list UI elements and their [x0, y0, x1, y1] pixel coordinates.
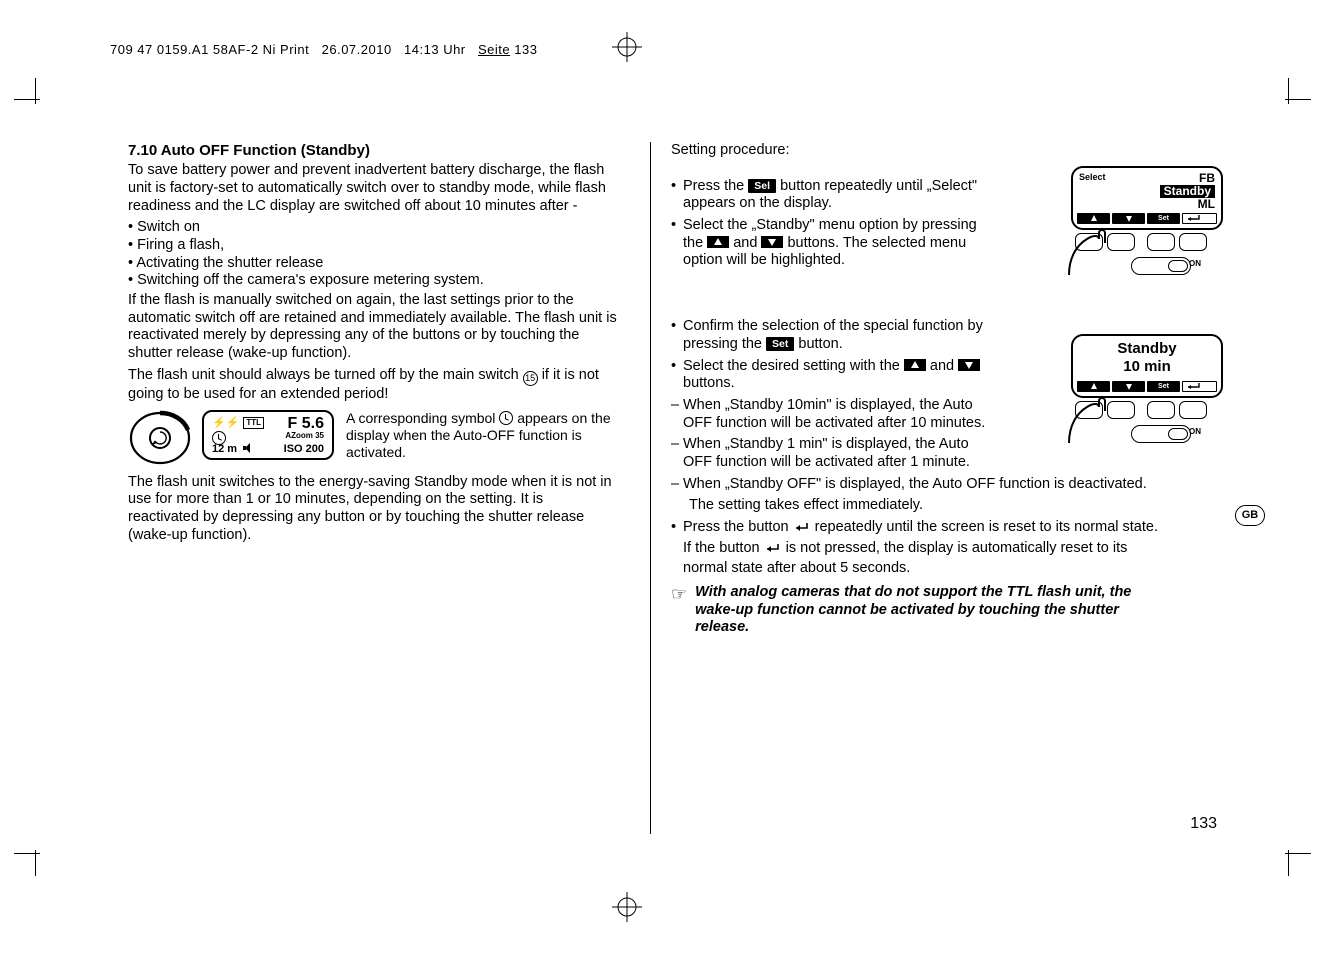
power-switch	[1131, 257, 1191, 275]
procedure-list: Press the button repeatedly until the sc…	[671, 519, 1161, 578]
list-item: Press the Sel button repeatedly until „S…	[671, 178, 995, 213]
job-date: 26.07.2010	[322, 42, 392, 57]
list-item: When „Standby 10min" is displayed, the A…	[671, 397, 995, 432]
manual-page: 709 47 0159.A1 58AF-2 Ni Print 26.07.201…	[0, 0, 1325, 954]
set-key-icon	[1147, 381, 1180, 392]
return-key-icon	[764, 542, 782, 561]
column-divider	[650, 142, 651, 834]
up-key-icon	[1077, 381, 1110, 392]
return-key-icon	[793, 521, 811, 540]
down-key-icon	[761, 236, 783, 248]
registration-mark	[612, 32, 642, 62]
finger-icon	[1063, 395, 1125, 445]
note-callout: ☞ With analog cameras that do not suppor…	[671, 584, 1161, 637]
device-screen-standby: Standby 10 min ON	[1071, 334, 1223, 456]
crop-mark	[14, 78, 58, 122]
procedure-list: Confirm the selection of the special fun…	[671, 318, 995, 472]
standby-line2: 10 min	[1079, 358, 1215, 376]
list-item: • Activating the shutter release	[128, 255, 618, 273]
screen-buttons	[1077, 381, 1217, 392]
lcd-screen: ⚡⚡ TTL F 5.6 AZoom 35 12 m ISO 200	[202, 410, 334, 460]
sel-key-icon: Sel	[748, 179, 776, 193]
physical-buttons: ON	[1071, 401, 1223, 451]
down-key-icon	[1112, 213, 1145, 224]
hand-point-icon: ☞	[671, 584, 687, 637]
up-key-icon	[1077, 213, 1110, 224]
circled-number-icon: 15	[523, 371, 538, 386]
iso-value: ISO 200	[284, 443, 324, 456]
list-item: Select the desired setting with the and …	[671, 358, 995, 393]
crop-mark	[1267, 78, 1311, 122]
down-key-icon	[958, 359, 980, 371]
clock-icon	[212, 431, 226, 445]
left-column: 7.10 Auto OFF Function (Standby) To save…	[128, 142, 618, 834]
distance-value: 12 m	[212, 443, 237, 455]
set-key-icon: Set	[766, 337, 794, 351]
imposition-header: 709 47 0159.A1 58AF-2 Ni Print 26.07.201…	[110, 42, 537, 58]
finger-icon	[1063, 227, 1125, 277]
standby-line1: Standby	[1079, 340, 1215, 358]
speaker-icon	[243, 443, 253, 453]
list-item: • Switching off the camera's exposure me…	[128, 272, 618, 290]
mainswitch-paragraph: The flash unit should always be turned o…	[128, 367, 618, 404]
up-key-icon	[904, 359, 926, 371]
device-screen-select: Select FB Standby ML ON	[1071, 166, 1223, 288]
return-key-icon	[1182, 213, 1217, 224]
up-key-icon	[707, 236, 729, 248]
standby-paragraph: The flash unit switches to the energy-sa…	[128, 474, 618, 545]
registration-mark	[612, 892, 642, 922]
list-item: When „Standby OFF" is displayed, the Aut…	[671, 476, 1161, 494]
flash-bolt-icon: ⚡⚡	[212, 417, 239, 430]
physical-buttons: ON	[1071, 233, 1223, 283]
language-badge: GB	[1235, 505, 1265, 526]
clock-icon	[499, 411, 513, 425]
ttl-badge: TTL	[243, 417, 264, 429]
on-label: ON	[1189, 427, 1201, 437]
job-time: 14:13 Uhr	[404, 42, 466, 57]
crop-mark	[1267, 832, 1311, 876]
set-key-icon	[1147, 213, 1180, 224]
procedure-heading: Setting procedure:	[671, 142, 790, 158]
procedure-list: When „Standby OFF" is displayed, the Aut…	[671, 476, 1161, 494]
lcd-caption: A corresponding symbol appears on the di…	[334, 410, 618, 466]
list-item: Press the button repeatedly until the sc…	[671, 519, 1161, 578]
power-switch	[1131, 425, 1191, 443]
list-item: Confirm the selection of the special fun…	[671, 318, 995, 353]
section-heading: 7.10 Auto OFF Function (Standby)	[128, 142, 618, 160]
screen-buttons	[1077, 213, 1217, 224]
on-label: ON	[1189, 259, 1201, 269]
intro-paragraph: To save battery power and prevent inadve…	[128, 162, 618, 215]
job-id: 709 47 0159.A1 58AF-2 Ni Print	[110, 42, 309, 57]
lcd-illustration: ⚡⚡ TTL F 5.6 AZoom 35 12 m ISO 200 A cor…	[128, 410, 618, 466]
list-item: • Switch on	[128, 219, 618, 237]
list-item: Select the „Standby" menu option by pres…	[671, 217, 995, 270]
trigger-list: • Switch on • Firing a flash, • Activati…	[128, 219, 618, 290]
page-number: 133	[1190, 814, 1217, 834]
down-key-icon	[1112, 381, 1145, 392]
header-pageno: 133	[514, 42, 537, 57]
wakeup-paragraph: If the flash is manually switched on aga…	[128, 292, 618, 363]
list-item: When „Standby 1 min" is displayed, the A…	[671, 436, 995, 471]
note-text: With analog cameras that do not support …	[695, 584, 1161, 637]
menu-option: ML	[1160, 198, 1215, 211]
content-area: 7.10 Auto OFF Function (Standby) To save…	[128, 142, 1225, 834]
return-key-icon	[1182, 381, 1217, 392]
procedure-list: Press the Sel button repeatedly until „S…	[671, 178, 995, 270]
effect-note: The setting takes effect immediately.	[671, 497, 1161, 515]
dial-illustration	[128, 410, 210, 466]
page-word: Seite	[478, 42, 510, 57]
crop-mark	[14, 832, 58, 876]
select-label: Select	[1079, 172, 1106, 211]
list-item: • Firing a flash,	[128, 237, 618, 255]
